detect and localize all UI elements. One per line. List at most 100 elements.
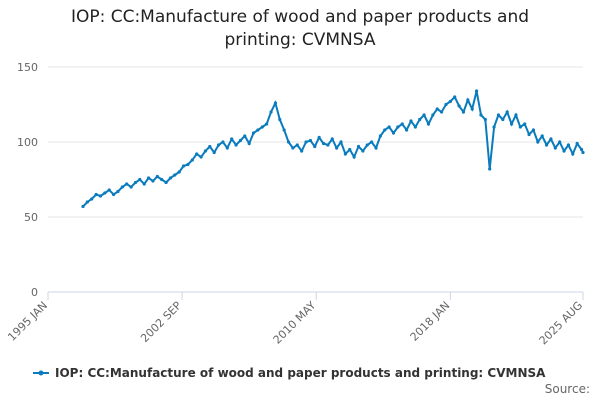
point [142, 182, 146, 186]
point [356, 144, 361, 149]
point [422, 113, 426, 117]
point [470, 107, 474, 111]
point [479, 113, 483, 117]
point [518, 125, 522, 129]
chart-title: IOP: CC:Manufacture of wood and paper pr… [70, 7, 530, 50]
point [300, 149, 304, 153]
point [208, 144, 212, 149]
point [391, 131, 396, 135]
point [348, 147, 352, 152]
point [203, 149, 208, 153]
x-tick-label: 1995 JAN [5, 299, 50, 344]
point [509, 122, 514, 126]
point [313, 144, 317, 149]
point [251, 131, 256, 135]
y-tick-label: 0 [31, 286, 38, 299]
point [496, 113, 501, 117]
point [225, 146, 229, 150]
point [374, 146, 378, 150]
point [413, 125, 417, 129]
point [335, 146, 339, 150]
point [98, 194, 103, 198]
point [195, 152, 199, 156]
point [400, 122, 404, 126]
x-tick-label: 2018 JAN [408, 299, 453, 344]
point [230, 137, 234, 141]
legend-marker [38, 370, 44, 376]
point [273, 101, 278, 105]
point [365, 143, 369, 147]
line [82, 90, 584, 208]
point [457, 104, 461, 108]
point [216, 143, 221, 147]
point [466, 98, 470, 102]
y-tick-label: 50 [24, 211, 38, 224]
point [361, 149, 365, 153]
point [151, 179, 155, 183]
point [558, 140, 562, 144]
point [321, 141, 326, 146]
point [387, 125, 391, 129]
point [439, 110, 444, 114]
point [168, 176, 173, 180]
point [339, 140, 343, 144]
point [370, 140, 374, 144]
point [308, 138, 312, 143]
point [461, 110, 466, 114]
point [453, 95, 457, 99]
point [173, 173, 177, 177]
point [540, 134, 544, 138]
point [448, 99, 452, 104]
point [426, 122, 431, 126]
point [111, 192, 116, 197]
y-tick-label: 100 [17, 136, 38, 149]
point [247, 141, 251, 146]
point [581, 150, 585, 155]
point [378, 134, 382, 138]
point [531, 128, 536, 132]
point [549, 137, 553, 141]
point [278, 117, 282, 122]
point [212, 150, 216, 155]
point [579, 147, 584, 152]
point [544, 143, 549, 147]
point [536, 140, 540, 144]
point [265, 122, 269, 126]
point [326, 143, 330, 147]
point [181, 164, 186, 168]
point [523, 122, 527, 126]
point [444, 102, 448, 107]
point [330, 137, 334, 141]
point [418, 117, 422, 122]
point [492, 125, 496, 129]
point [164, 180, 168, 185]
point [575, 141, 579, 146]
point [221, 140, 225, 144]
point [90, 197, 94, 201]
point [120, 185, 124, 189]
source-label: Source: [545, 382, 590, 396]
point [304, 140, 308, 144]
point [129, 185, 133, 189]
point [405, 128, 409, 132]
point [291, 146, 295, 150]
point [286, 140, 291, 144]
point [234, 143, 238, 147]
point [566, 143, 571, 147]
y-tick-label: 150 [17, 61, 38, 74]
point [562, 149, 566, 153]
point [409, 119, 413, 123]
point [501, 117, 505, 122]
point [256, 128, 260, 132]
point [125, 182, 129, 186]
point [260, 125, 264, 129]
point [431, 113, 435, 117]
point [571, 152, 575, 156]
point [199, 155, 203, 159]
point [85, 200, 89, 204]
legend-label: IOP: CC:Manufacture of wood and paper pr… [55, 366, 546, 380]
x-tick-label: 2025 AUG [537, 299, 586, 348]
point [435, 107, 439, 111]
